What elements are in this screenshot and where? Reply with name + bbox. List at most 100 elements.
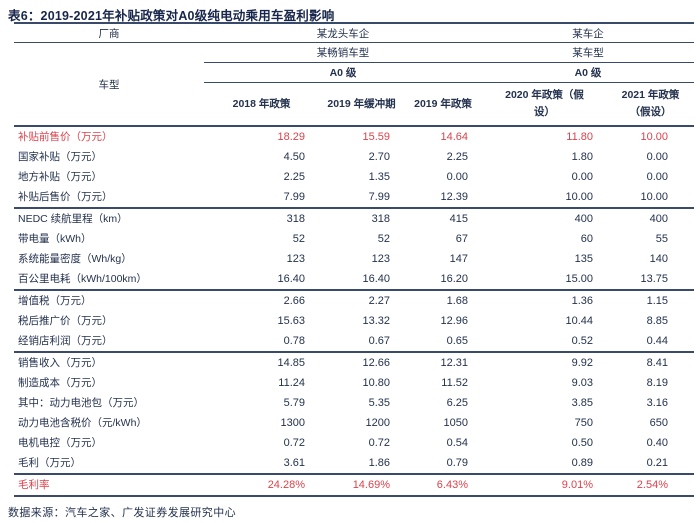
cell-value: 0.50 [571,436,593,449]
cell-value: 0.52 [482,331,607,353]
row-label: 经销店利润（万元） [14,331,204,353]
cell-value: 7.99 [319,187,404,209]
cell-value: 55 [655,232,668,245]
cell-value: 1.68 [446,294,468,307]
cell-value: 147 [449,252,468,265]
cell-value: 11.24 [278,376,305,389]
table-row: 国家补贴（万元） 4.50 2.70 2.25 1.80 0.00 [14,147,694,167]
header-row-class: A0 级 A0 级 [14,62,694,83]
table-row: 其中：动力电池包（万元） 5.79 5.35 6.25 3.85 3.16 [14,393,694,413]
row-label: 毛利（万元） [14,453,204,475]
group-leading-company: 某龙头车企 [204,23,482,43]
col-header-2021-policy: 2021 年政策（假设） [607,82,694,127]
cell-value: 15.00 [482,269,607,291]
cell-value: 400 [574,212,593,225]
cell-value: 2.25 [446,150,468,163]
cell-value: 3.61 [204,453,319,475]
cell-value: 123 [286,252,305,265]
table-row: 系统能量密度（Wh/kg） 123 123 147 135 140 [14,249,694,269]
cell-value: 10.00 [607,187,694,209]
cell-value: 1050 [443,416,468,429]
cell-value: 0.65 [404,331,482,353]
cell-value: 0.67 [319,331,404,353]
data-table: 厂商 某龙头车企 某车企 车型 某畅销车型 某车型 A0 级 A0 级 2018… [14,22,694,497]
cell-value: 0.72 [283,436,305,449]
cell-value: 6.43% [404,474,482,497]
cell-value: 0.00 [646,150,668,163]
cell-value: 2.25 [283,170,305,183]
cell-value: 318 [286,212,305,225]
cell-value: 1.86 [319,453,404,475]
table-body: 补贴前售价（万元） 18.29 15.59 14.64 11.80 10.00 国家补贴（万… [14,126,694,497]
cell-value: 0.72 [368,436,390,449]
table-row: 带电量（kWh） 52 52 67 60 55 [14,229,694,249]
cell-value: 12.96 [440,314,468,327]
cell-value: 1200 [365,416,390,429]
cell-value: 0.21 [607,453,694,475]
cell-value: 16.40 [204,269,319,291]
cell-value: 67 [455,232,468,245]
row-label: 带电量（kWh） [18,232,92,245]
row-label: 系统能量密度（Wh/kg） [18,252,132,265]
table-row: 销售收入（万元） 14.85 12.66 12.31 9.92 8.41 [14,352,694,373]
header-row-model: 车型 某畅销车型 某车型 [14,42,694,127]
cell-value: 52 [377,232,390,245]
cell-value: 650 [649,416,668,429]
row-label: 税后推广价（万元） [18,314,113,327]
cell-value: 3.16 [646,396,668,409]
cell-value: 0.79 [404,453,482,475]
model-other: 某车型 [482,42,694,63]
row-label: 国家补贴（万元） [18,150,102,163]
cell-value: 16.20 [404,269,482,291]
cell-value: 2.66 [283,294,305,307]
manufacturer-label: 厂商 [14,23,204,43]
col-header-2019-buffer: 2019 年缓冲期 [319,82,404,127]
cell-value: 11.52 [441,376,468,389]
cell-value: 60 [580,232,593,245]
table-title: 表6：2019-2021年补贴政策对A0级纯电动乘用车盈利影响 [8,9,335,23]
cell-value: 18.29 [277,130,305,143]
row-label: 百公里电耗（kWh/100km） [14,269,204,291]
cell-value: 1.15 [646,294,668,307]
cell-value: 11.80 [566,130,593,143]
table-row: 制造成本（万元） 11.24 10.80 11.52 9.03 8.19 [14,373,694,393]
row-label: 制造成本（万元） [18,376,102,389]
cell-value: 9.03 [571,376,593,389]
cell-value: 24.28% [204,474,319,497]
cell-value: 2.70 [368,150,390,163]
table-row: 地方补贴（万元） 2.25 1.35 0.00 0.00 0.00 [14,167,694,187]
cell-value: 4.50 [283,150,305,163]
cell-value: 10.00 [640,130,668,143]
table-row: 电机电控（万元） 0.72 0.72 0.54 0.50 0.40 [14,433,694,453]
cell-value: 318 [371,212,390,225]
row-label: 补贴后售价（万元） [14,187,204,209]
cell-value: 14.85 [277,356,305,369]
table-row: 增值税（万元） 2.66 2.27 1.68 1.36 1.15 [14,290,694,311]
cell-value: 8.41 [646,356,668,369]
cell-value: 0.54 [446,436,468,449]
table-row: NEDC 续航里程（km） 318 318 415 400 400 [14,208,694,229]
cell-value: 0.00 [646,170,668,183]
cell-value: 15.63 [277,314,305,327]
class-other: A0 级 [482,62,694,83]
cell-value: 13.75 [607,269,694,291]
cell-value: 0.78 [204,331,319,353]
cell-value: 9.92 [571,356,593,369]
cell-value: 415 [449,212,468,225]
cell-value: 135 [574,252,593,265]
table-row: 补贴前售价（万元） 18.29 15.59 14.64 11.80 10.00 [14,126,694,147]
cell-value: 400 [649,212,668,225]
row-label: NEDC 续航里程（km） [18,212,128,225]
cell-value: 0.40 [646,436,668,449]
row-label: 地方补贴（万元） [18,170,102,183]
cell-value: 8.85 [646,314,668,327]
group-other-company: 某车企 [482,23,694,43]
cell-value: 1.36 [571,294,593,307]
table-row: 补贴后售价（万元） 7.99 7.99 12.39 10.00 10.00 [14,187,694,209]
row-label: 毛利率 [14,474,204,497]
table-header: 厂商 某龙头车企 某车企 车型 某畅销车型 某车型 A0 级 A0 级 2018… [14,23,694,127]
model-label: 车型 [14,42,204,127]
cell-value: 5.79 [283,396,305,409]
cell-value: 6.25 [446,396,468,409]
cell-value: 14.69% [319,474,404,497]
